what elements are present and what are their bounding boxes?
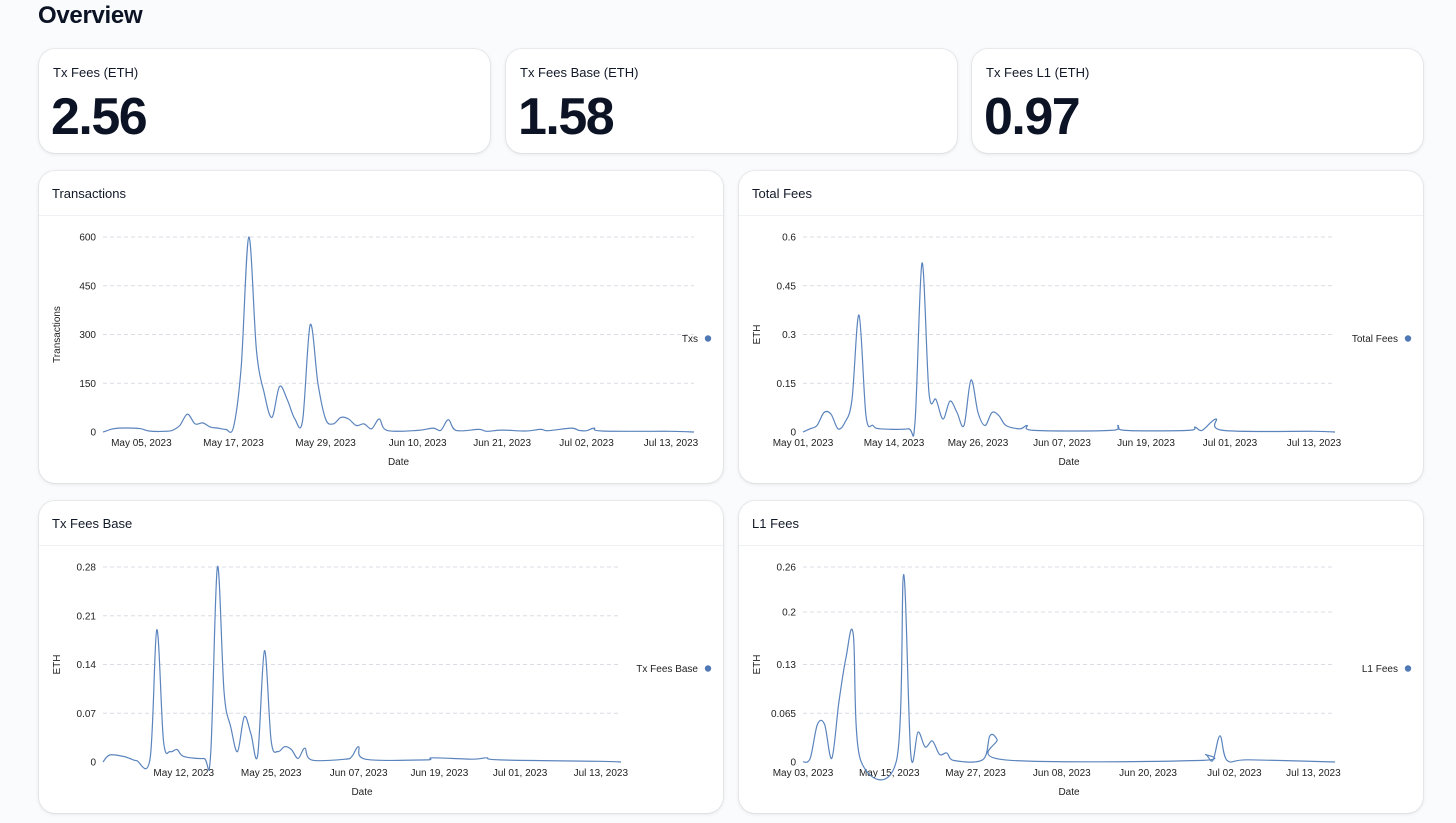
- x-tick-label: Jun 19, 2023: [410, 768, 468, 779]
- y-tick-label: 0.065: [771, 709, 796, 720]
- y-tick-label: 0: [790, 428, 796, 439]
- stat-card-tx-fees-base: Tx Fees Base (ETH) 1.58: [506, 49, 957, 153]
- y-tick-label: 0.13: [777, 660, 797, 671]
- chart-header: Tx Fees Base: [39, 501, 723, 546]
- legend-dot: [1404, 665, 1412, 672]
- y-tick-label: 0: [90, 758, 96, 769]
- series-line: [802, 262, 1336, 437]
- chart-header: Total Fees: [739, 171, 1423, 216]
- x-tick-label: May 17, 2023: [203, 438, 264, 449]
- chart-card-l1-fees: L1 Fees 0 0.065 0.13 0.2 0.26 May 03, 2023 May…: [739, 501, 1423, 813]
- x-tick-label: Jul 13, 2023: [644, 438, 699, 449]
- x-tick-label: May 03, 2023: [773, 768, 834, 779]
- x-tick-label: Jun 07, 2023: [330, 768, 388, 779]
- tx-fees-base-chart: 0 0.07 0.14 0.21 0.28 May 12, 2023 May 25, 202…: [52, 563, 712, 798]
- y-tick-label: 450: [79, 281, 96, 292]
- x-tick-label: Jun 21, 2023: [473, 438, 531, 449]
- transactions-chart: 0 150 300 450 600 May 05, 2023 May 17, 2023 May…: [52, 233, 712, 468]
- legend-label: Txs: [682, 334, 698, 345]
- x-tick-label: Jul 13, 2023: [1287, 438, 1342, 449]
- y-tick-label: 0.3: [782, 330, 796, 341]
- x-tick-label: May 01, 2023: [773, 438, 834, 449]
- chart-title: Tx Fees Base: [52, 516, 133, 531]
- legend-dot: [704, 335, 712, 342]
- y-tick-label: 0.21: [77, 611, 97, 622]
- y-tick-label: 0.6: [782, 233, 796, 244]
- stat-card-tx-fees-l1: Tx Fees L1 (ETH) 0.97: [972, 49, 1423, 153]
- stat-label: Tx Fees L1 (ETH): [986, 65, 1090, 80]
- y-tick-label: 150: [79, 379, 96, 390]
- x-tick-label: Jul 02, 2023: [559, 438, 614, 449]
- x-tick-label: Jun 07, 2023: [1033, 438, 1091, 449]
- x-tick-label: May 29, 2023: [295, 438, 356, 449]
- chart-title: Transactions: [52, 186, 126, 201]
- x-tick-label: Jun 08, 2023: [1033, 768, 1091, 779]
- x-tick-label: May 14, 2023: [864, 438, 925, 449]
- chart-card-tx-fees-base: Tx Fees Base 0 0.07 0.14 0.21 0.28 May 12, 20…: [39, 501, 723, 813]
- x-tick-label: Jul 01, 2023: [1203, 438, 1258, 449]
- series-line: [102, 566, 622, 771]
- x-tick-label: Jul 13, 2023: [1286, 768, 1341, 779]
- y-tick-label: 0.2: [782, 608, 796, 619]
- x-tick-label: Jul 13, 2023: [574, 768, 629, 779]
- x-tick-label: Jul 02, 2023: [1207, 768, 1262, 779]
- y-tick-label: 0.45: [777, 281, 797, 292]
- legend-dot: [1404, 335, 1412, 342]
- x-tick-label: May 12, 2023: [153, 768, 214, 779]
- y-tick-label: 600: [79, 233, 96, 244]
- y-axis-label: Transactions: [52, 306, 63, 363]
- l1-fees-chart: 0 0.065 0.13 0.2 0.26 May 03, 2023 May 15, 202…: [752, 563, 1412, 798]
- chart-card-transactions: Transactions 0 150 300 450 600 May 05, 2023 Ma…: [39, 171, 723, 483]
- x-axis-label: Date: [1058, 457, 1080, 468]
- y-tick-label: 0.26: [777, 563, 797, 574]
- y-tick-label: 0: [790, 758, 796, 769]
- y-tick-label: 300: [79, 330, 96, 341]
- legend-label: Tx Fees Base: [636, 664, 698, 675]
- y-tick-label: 0.07: [77, 709, 97, 720]
- chart-card-total-fees: Total Fees 0 0.15 0.3 0.45 0.6 May 01, 2023 Ma…: [739, 171, 1423, 483]
- x-tick-label: May 25, 2023: [241, 768, 302, 779]
- x-tick-label: Jun 19, 2023: [1117, 438, 1175, 449]
- chart-header: Transactions: [39, 171, 723, 216]
- legend-dot: [704, 665, 712, 672]
- y-axis-label: ETH: [752, 655, 763, 675]
- x-tick-label: Jun 20, 2023: [1119, 768, 1177, 779]
- y-tick-label: 0.15: [777, 379, 797, 390]
- stat-label: Tx Fees Base (ETH): [520, 65, 639, 80]
- x-axis-label: Date: [351, 787, 373, 798]
- stat-value: 2.56: [51, 88, 148, 146]
- x-tick-label: Jun 10, 2023: [389, 438, 447, 449]
- y-tick-label: 0.28: [77, 563, 97, 574]
- x-tick-label: May 05, 2023: [111, 438, 172, 449]
- y-tick-label: 0.14: [77, 660, 97, 671]
- total-fees-chart: 0 0.15 0.3 0.45 0.6 May 01, 2023 May 14, 2023 M…: [752, 233, 1412, 468]
- x-axis-label: Date: [1058, 787, 1080, 798]
- chart-title: L1 Fees: [752, 516, 799, 531]
- stat-label: Tx Fees (ETH): [53, 65, 139, 80]
- chart-title: Total Fees: [752, 186, 812, 201]
- stat-card-tx-fees: Tx Fees (ETH) 2.56: [39, 49, 490, 153]
- y-tick-label: 0: [90, 428, 96, 439]
- legend-label: L1 Fees: [1362, 664, 1398, 675]
- stat-value: 0.97: [984, 88, 1081, 146]
- x-tick-label: May 26, 2023: [948, 438, 1009, 449]
- x-tick-label: May 27, 2023: [945, 768, 1006, 779]
- legend-label: Total Fees: [1352, 334, 1398, 345]
- x-axis-label: Date: [388, 457, 410, 468]
- y-axis-label: ETH: [752, 325, 763, 345]
- page-title: Overview: [38, 2, 143, 29]
- stat-value: 1.58: [518, 88, 615, 146]
- y-axis-label: ETH: [52, 655, 63, 675]
- chart-header: L1 Fees: [739, 501, 1423, 546]
- series-line: [802, 573, 1336, 781]
- series-line: [102, 236, 695, 433]
- x-tick-label: Jul 01, 2023: [493, 768, 548, 779]
- x-tick-label: May 15, 2023: [859, 768, 920, 779]
